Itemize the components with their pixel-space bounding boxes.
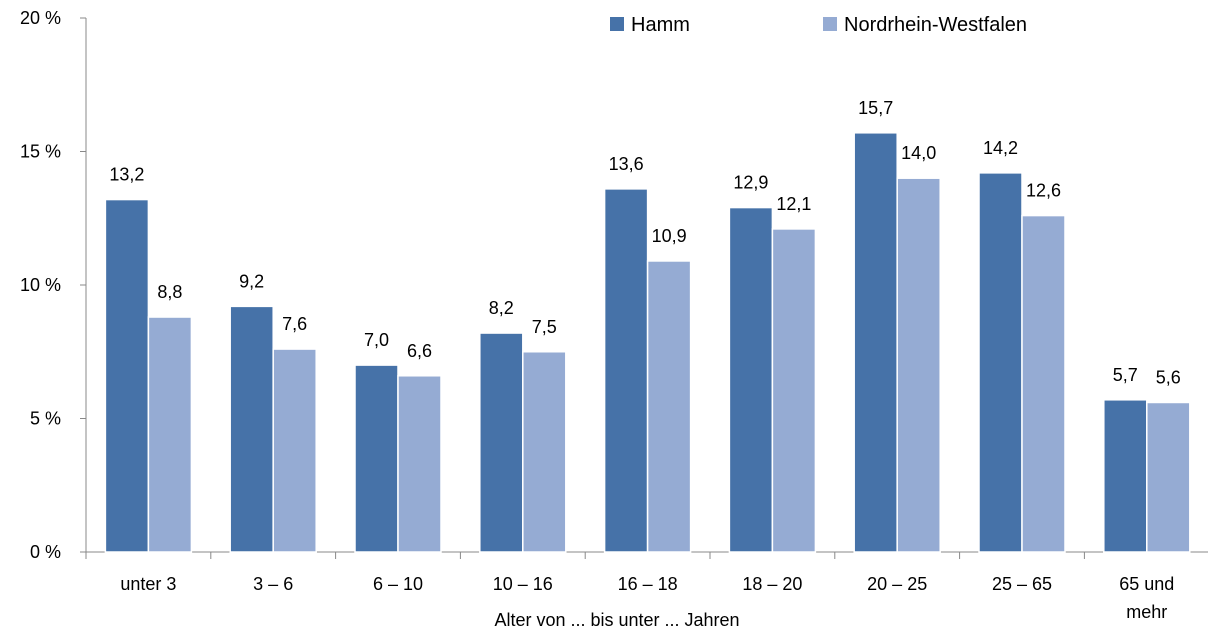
data-label: 9,2 — [239, 271, 264, 291]
bar — [646, 260, 692, 553]
bar — [853, 132, 898, 553]
x-tick-label: 18 – 20 — [742, 574, 802, 594]
data-label: 12,1 — [776, 194, 811, 214]
x-tick-label: 16 – 18 — [618, 574, 678, 594]
bar — [603, 188, 649, 553]
bar — [354, 364, 399, 553]
data-label: 8,8 — [157, 282, 182, 302]
x-tick-label: unter 3 — [120, 574, 176, 594]
y-tick-label: 15 % — [20, 142, 61, 162]
x-tick-label: 3 – 6 — [253, 574, 293, 594]
data-label: 15,7 — [858, 98, 893, 118]
data-label: 7,5 — [532, 317, 557, 337]
x-tick-label: mehr — [1126, 602, 1167, 622]
bar — [104, 198, 150, 553]
y-tick-label: 10 % — [20, 275, 61, 295]
x-tick-label: 20 – 25 — [867, 574, 927, 594]
y-tick-label: 0 % — [30, 542, 61, 562]
bar — [728, 206, 774, 553]
bar — [522, 351, 567, 553]
legend-label: Nordrhein-Westfalen — [844, 14, 1027, 36]
bar — [1146, 401, 1191, 553]
data-label: 6,6 — [407, 341, 432, 361]
data-label: 10,9 — [652, 226, 687, 246]
data-label: 7,6 — [282, 314, 307, 334]
data-label: 5,6 — [1156, 367, 1181, 387]
bar — [479, 332, 524, 553]
data-label: 12,9 — [733, 173, 768, 193]
x-tick-label: 65 und — [1119, 574, 1174, 594]
x-tick-label: 25 – 65 — [992, 574, 1052, 594]
data-label: 13,6 — [609, 154, 644, 174]
y-tick-label: 20 % — [20, 8, 61, 28]
legend: Hamm Nordrhein-Westfalen — [610, 14, 1027, 36]
data-label: 14,2 — [983, 138, 1018, 158]
legend-label: Hamm — [631, 14, 690, 36]
y-tick-label: 5 % — [30, 409, 61, 429]
data-label: 7,0 — [364, 330, 389, 350]
bar — [1103, 399, 1148, 553]
x-tick-label: 6 – 10 — [373, 574, 423, 594]
legend-swatch — [823, 17, 837, 31]
data-label: 8,2 — [489, 298, 514, 318]
bar — [978, 172, 1023, 553]
data-label: 5,7 — [1113, 365, 1138, 385]
bar — [147, 316, 193, 553]
bar — [397, 375, 442, 553]
bar — [272, 348, 317, 553]
bars — [104, 132, 1191, 553]
bar — [771, 228, 817, 553]
data-label: 14,0 — [901, 143, 936, 163]
x-axis-title: Alter von ... bis unter ... Jahren — [494, 610, 739, 630]
data-label: 13,2 — [109, 165, 144, 185]
legend-swatch — [610, 17, 624, 31]
data-label: 12,6 — [1026, 181, 1061, 201]
data-labels: 13,2 9,2 7,0 8,2 13,6 12,9 15,7 14,2 5,7 8,8 7,6 6,… — [109, 98, 1180, 388]
bar — [896, 177, 941, 553]
bar — [229, 305, 274, 553]
x-tick-label: 10 – 16 — [493, 574, 553, 594]
axes: 0 % 5 % 10 % 15 % 20 % unter 3 3 – 6 6 – 10 10 –… — [20, 8, 1208, 622]
bar — [1021, 214, 1066, 553]
